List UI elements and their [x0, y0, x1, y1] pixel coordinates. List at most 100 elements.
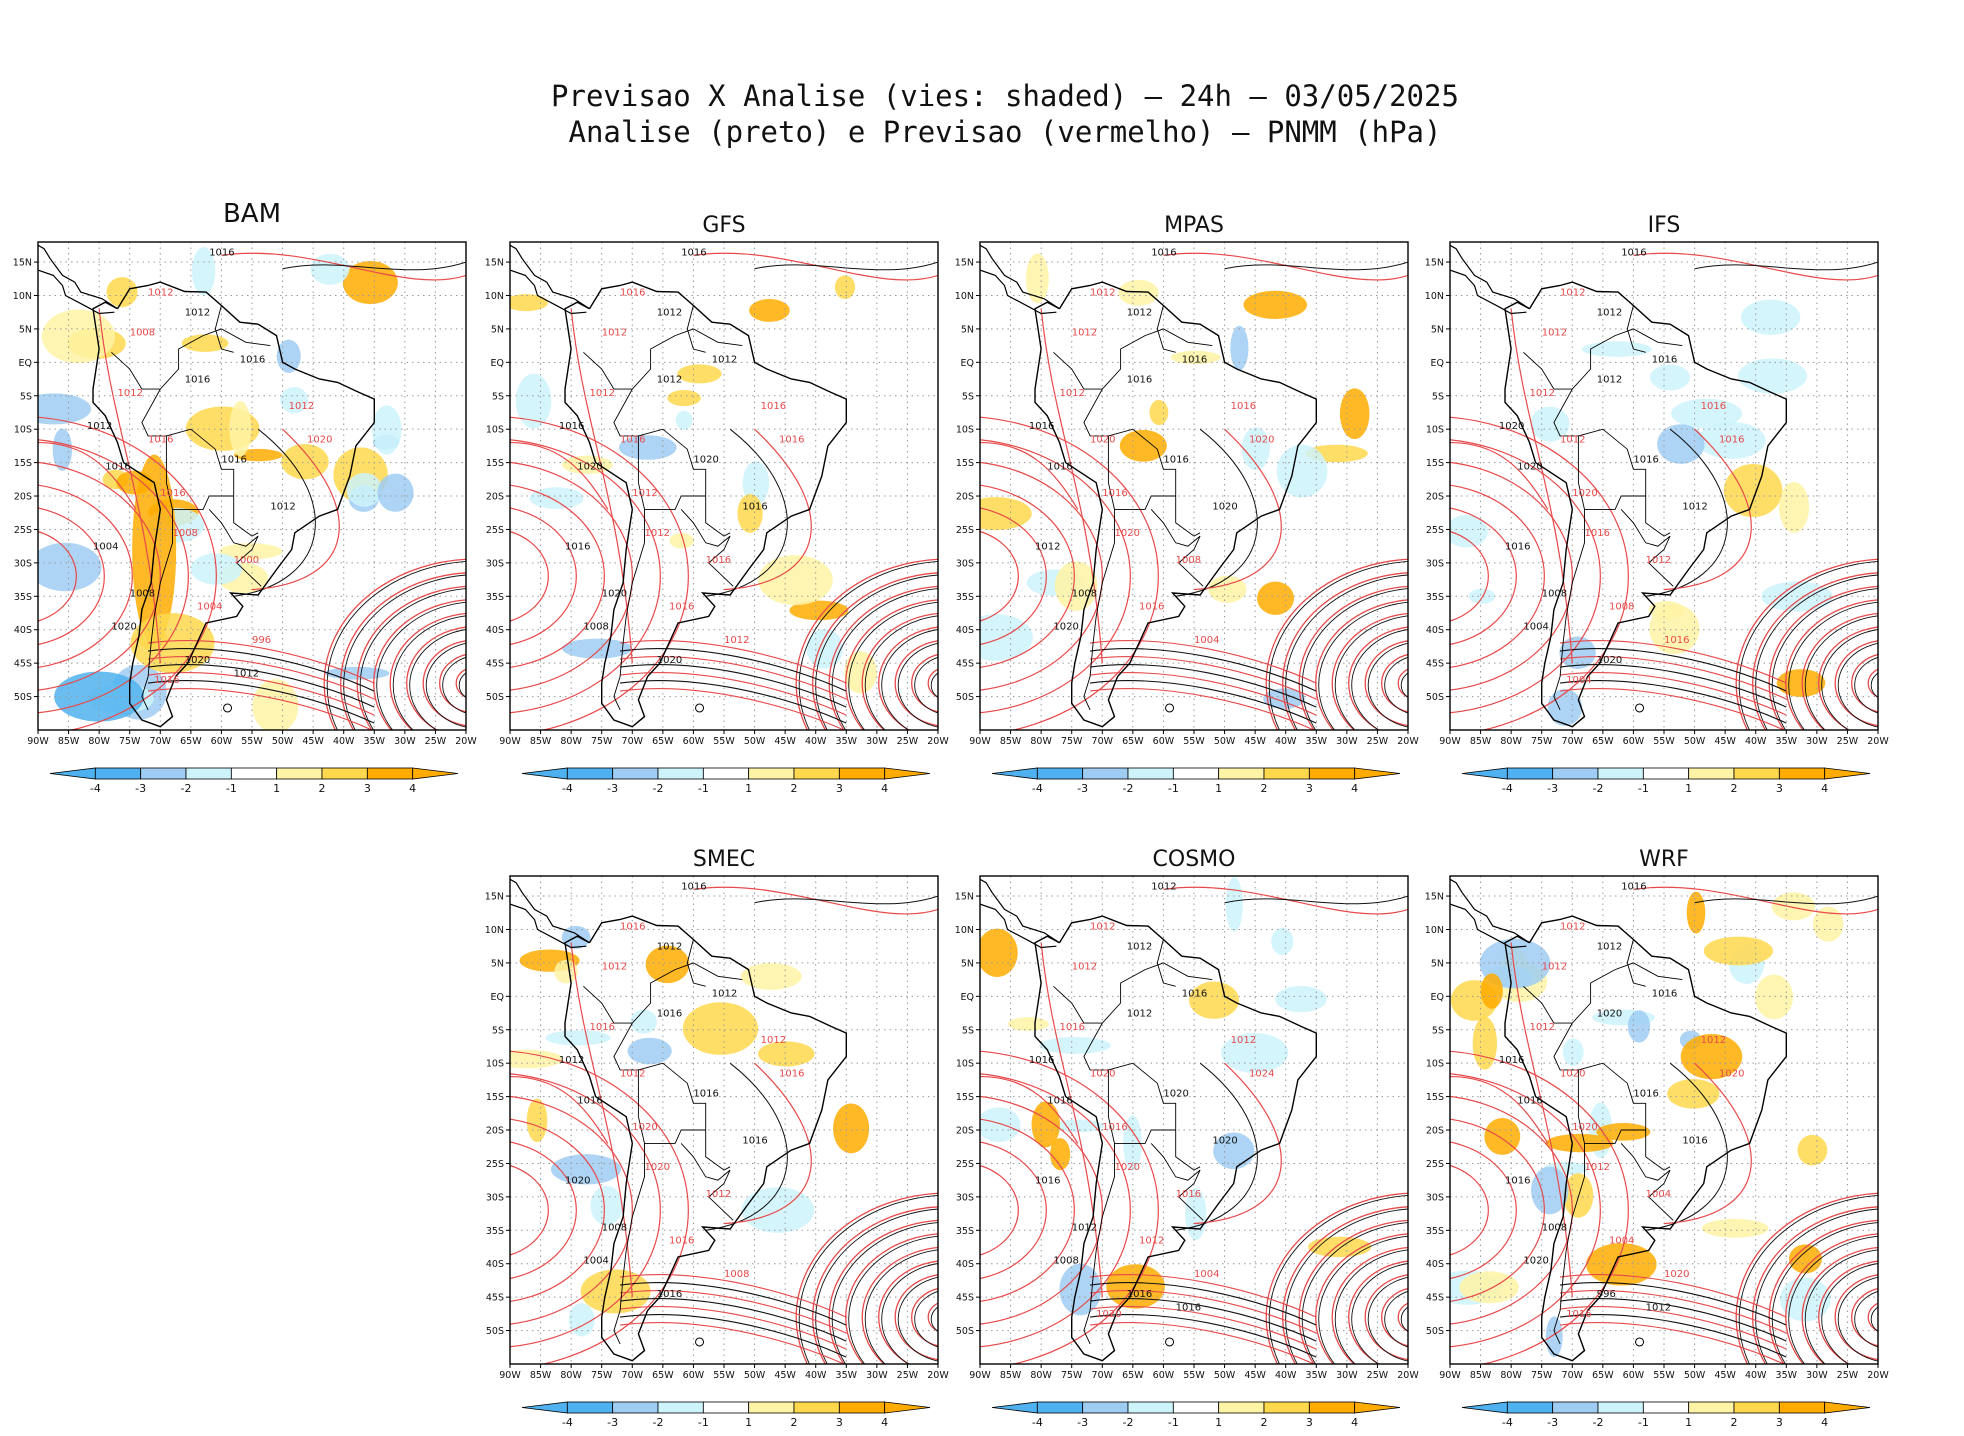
analysis-isobar [1788, 601, 1878, 730]
colorbar-segment [1218, 1401, 1265, 1414]
isobar-label: 1016 [1682, 1135, 1707, 1146]
lat-tick-label: 10N [1425, 925, 1444, 936]
isobar-label: 1012 [1127, 1008, 1152, 1019]
lat-tick-label: 10N [1425, 291, 1444, 302]
isobar-label: 1016 [1505, 1176, 1530, 1187]
isobar-label: 1016 [1633, 455, 1658, 466]
lon-tick-label: 45W [774, 1370, 796, 1381]
lat-tick-label: 40S [486, 625, 504, 636]
colorbar-label: -1 [226, 782, 237, 795]
country-border [1645, 496, 1671, 537]
lon-tick-label: 50W [1214, 1370, 1236, 1381]
lat-tick-label: 40S [1426, 1259, 1444, 1270]
isobar [147, 680, 375, 724]
lat-tick-label: 45S [486, 659, 504, 670]
forecast-isobar [422, 640, 466, 727]
isobar-label: 1012 [148, 287, 173, 298]
country-border [1620, 509, 1674, 587]
forecast-isobar [980, 507, 1047, 646]
bias-shade [568, 1303, 595, 1337]
panel-bam: 1016 1012 1012 1008 1016 1012 1016 1012 1012 1016… [13, 199, 478, 795]
coastline [1504, 915, 1787, 1362]
colorbar-label: -1 [1168, 782, 1179, 795]
isobar-label: 1012 [1072, 1222, 1097, 1233]
forecast-isobar [1510, 942, 1573, 1298]
coastline [980, 903, 1057, 949]
isobar [1089, 1274, 1317, 1318]
isobar-label: 1020 [1096, 1309, 1121, 1320]
forecast-isobar [812, 572, 938, 730]
lon-tick-label: 50W [744, 736, 766, 747]
isobar-label: 1004 [1609, 1236, 1634, 1247]
bias-shade [833, 1103, 870, 1154]
forecast-isobar [980, 1075, 1079, 1144]
isobar-label: 1020 [111, 622, 136, 633]
forecast-isobar [1450, 1050, 1629, 1364]
lat-tick-label: EQ [19, 358, 32, 369]
panel-title: COSMO [1153, 847, 1236, 872]
lon-tick-label: 25W [425, 736, 447, 747]
lon-tick-label: 30W [1336, 736, 1358, 747]
bias-shade [38, 393, 91, 425]
bias-shade [281, 443, 329, 480]
forecast-isobar [510, 441, 609, 510]
forecast-isobar [1450, 1073, 1601, 1348]
isobar-label: 1020 [565, 1176, 590, 1187]
lat-tick-label: 10S [1426, 425, 1444, 436]
lat-tick-label: 15N [1425, 892, 1444, 903]
bias-shade [562, 638, 633, 659]
forecast-isobar [570, 942, 633, 1298]
panel-title: MPAS [1164, 213, 1224, 238]
bias-shade [1563, 1173, 1594, 1218]
forecast-isobar [693, 886, 938, 915]
bias-shade [1627, 1010, 1651, 1043]
country-border [111, 351, 143, 390]
isobar-label: 1008 [1542, 1222, 1567, 1233]
forecast-isobar [1193, 428, 1282, 591]
forecast-isobar [980, 1164, 1019, 1256]
analysis-isobar [1854, 657, 1878, 714]
colorbar-triangle [1824, 1401, 1871, 1414]
lat-tick-label: 10S [1426, 1059, 1444, 1070]
colorbar-label: -3 [1077, 1416, 1088, 1429]
forecast-isobar [927, 668, 938, 698]
isobar-label: 1016 [681, 247, 706, 258]
country-border [1553, 962, 1683, 1024]
isobar-label: 1016 [148, 435, 173, 446]
bias-shade [627, 1037, 672, 1065]
isobar-label: 1016 [1182, 988, 1207, 999]
country-border [1107, 482, 1176, 510]
lon-tick-label: 70W [622, 1370, 644, 1381]
forecast-isobar [1193, 1062, 1282, 1225]
analysis-isobar [754, 261, 938, 271]
figure-title: Previsao X Analise (vies: shaded) – 24h … [0, 78, 1964, 150]
isobar-label: 1016 [1517, 1095, 1542, 1106]
lat-tick-label: 15S [1426, 1092, 1444, 1103]
colorbar-segment [657, 767, 704, 780]
country-border [1523, 985, 1555, 1024]
isobar-label: 1016 [669, 602, 694, 613]
lat-tick-label: 45S [956, 1293, 974, 1304]
lon-tick-label: 70W [1562, 736, 1584, 747]
coastline [1635, 703, 1645, 713]
bias-shade [529, 487, 584, 510]
isobar-label: 1020 [1517, 461, 1542, 472]
isobar-label: 1012 [1560, 435, 1585, 446]
lon-tick-label: 65W [1122, 736, 1144, 747]
lon-tick-label: 60W [1623, 1370, 1645, 1381]
lon-tick-label: 25W [1367, 736, 1389, 747]
lat-tick-label: 10S [486, 1059, 504, 1070]
isobar-label: 1024 [1249, 1069, 1274, 1080]
isobar-label: 1016 [620, 921, 645, 932]
country-border [638, 428, 707, 496]
bias-shade [1547, 689, 1583, 726]
forecast-isobar [38, 484, 133, 668]
colorbar-segment [1778, 767, 1826, 780]
lat-tick-label: 15N [1425, 258, 1444, 269]
isobar-label: 1020 [632, 1122, 657, 1133]
panel-title: IFS [1648, 213, 1681, 238]
bias-shade [1450, 514, 1488, 548]
isobar [147, 648, 375, 692]
forecast-isobar [980, 461, 1103, 691]
